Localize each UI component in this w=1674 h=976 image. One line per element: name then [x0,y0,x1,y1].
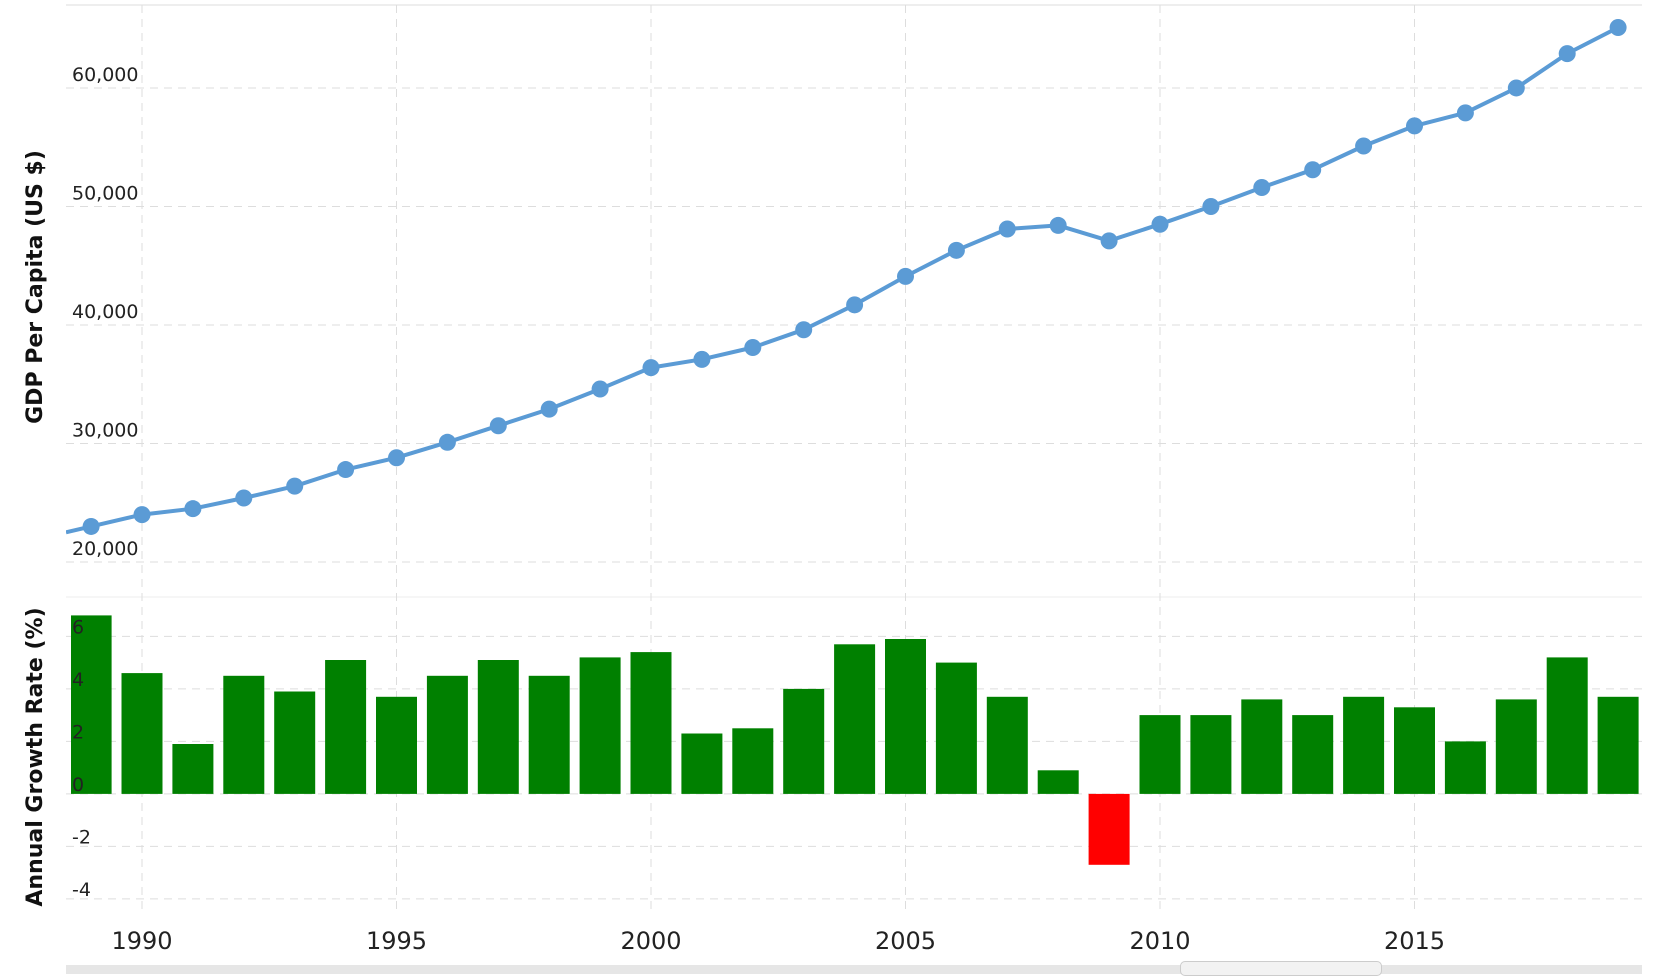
growth-y-axis-ticks: -4 -2 0 2 4 6 [72,616,91,901]
growth-bar-negative [1088,793,1130,865]
growth-y-tick-label: -4 [72,879,91,901]
gdp-point [1609,19,1627,37]
gdp-point [388,449,405,467]
navigator-scrollbar[interactable] [66,965,1642,974]
gdp-point [897,267,914,285]
growth-y-axis-title: Annual Growth Rate (%) [23,607,48,906]
x-tick-label: 2010 [1129,927,1190,955]
gdp-point [235,489,253,507]
gdp-point [947,241,965,259]
gdp-series-line [66,25,1620,535]
gdp-point [286,477,304,495]
gdp-point [438,433,456,451]
gdp-point [1456,104,1474,122]
growth-bar [1139,715,1181,794]
x-axis-ticks: 1990 1995 2000 2005 2010 2015 [111,927,1445,955]
gdp-point [1558,45,1576,63]
gdp-point [642,359,660,377]
gdp-point [1355,137,1373,155]
x-tick-label: 2000 [620,927,681,955]
gdp-point [1406,117,1423,135]
x-tick-label: 1990 [111,927,172,955]
growth-y-tick-label: 4 [72,669,84,691]
growth-bar [681,733,723,794]
gdp-point [540,400,558,418]
growth-bar [376,696,417,794]
growth-bar [1241,699,1283,794]
gdp-point [846,296,864,314]
gdp-point [795,321,813,339]
growth-series-bars [71,615,1639,865]
growth-y-tick-label: 6 [72,616,84,638]
growth-bar [1190,715,1232,794]
growth-bar [172,744,214,794]
gdp-point [693,350,711,368]
growth-y-tick-label: 0 [72,774,84,796]
gdp-point [1151,215,1169,233]
growth-bar [1495,699,1537,794]
gdp-point [1304,161,1322,179]
growth-bar [1292,715,1334,794]
gdp-y-tick-label: 40,000 [72,301,138,323]
gdp-y-axis-title: GDP Per Capita (US $) [23,150,48,424]
gdp-point [184,500,202,518]
gdp-y-tick-label: 30,000 [72,419,138,441]
growth-bar [1394,707,1435,794]
gdp-point [1253,179,1271,197]
growth-bar [885,639,926,794]
x-tick-label: 2005 [875,927,936,955]
gdp-point [1100,232,1118,250]
growth-bar [935,662,977,794]
growth-bar [325,660,367,794]
growth-bar [1597,696,1639,794]
growth-bar [579,657,621,794]
growth-bar [783,688,825,794]
growth-bar [732,728,774,794]
growth-bar [986,696,1028,794]
gdp-y-axis-ticks: 20,000 30,000 40,000 50,000 60,000 [72,64,138,560]
x-tick-label: 2015 [1384,927,1445,955]
gdp-series-points [82,19,1627,535]
growth-y-tick-label: -2 [72,826,91,848]
growth-bar [1037,770,1079,794]
growth-bar [528,675,570,794]
growth-bar [274,691,316,794]
growth-bar [71,615,112,794]
growth-bar [630,652,672,794]
x-tick-label: 1995 [366,927,427,955]
growth-bar [121,673,163,794]
gdp-y-tick-label: 60,000 [72,64,138,86]
gdp-point [337,461,355,479]
gdp-point [489,417,507,435]
gdp-point [1202,197,1220,215]
gdp-y-tick-label: 50,000 [72,182,138,204]
growth-bar-pane: -4 -2 0 2 4 6 [71,615,1639,901]
growth-bar [1546,657,1588,794]
growth-bar [223,675,265,794]
growth-y-tick-label: 2 [72,721,84,743]
growth-bar [426,675,468,794]
gdp-point [1507,79,1525,97]
growth-bar [477,660,519,794]
growth-bar [1444,741,1486,794]
gdp-y-tick-label: 20,000 [72,538,138,560]
gdp-point [744,338,762,356]
growth-bar [1343,696,1385,794]
growth-bar [834,644,876,794]
gdp-point [82,517,100,535]
gdp-point [998,220,1016,238]
gdp-line-pane: 20,000 30,000 40,000 50,000 60,000 [66,19,1627,560]
gdp-point [133,506,151,524]
gdp-point [1049,216,1067,234]
gdp-point [591,380,609,398]
